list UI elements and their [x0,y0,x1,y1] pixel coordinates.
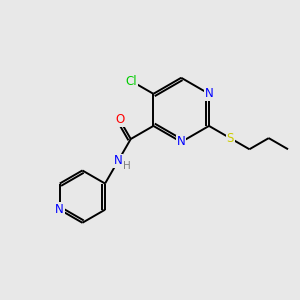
Text: N: N [56,203,64,216]
Text: H: H [123,161,130,171]
Text: O: O [115,113,124,126]
Text: S: S [226,132,234,145]
Text: Cl: Cl [126,75,137,88]
Text: N: N [114,154,122,167]
Text: N: N [205,87,213,100]
Text: N: N [177,136,186,148]
